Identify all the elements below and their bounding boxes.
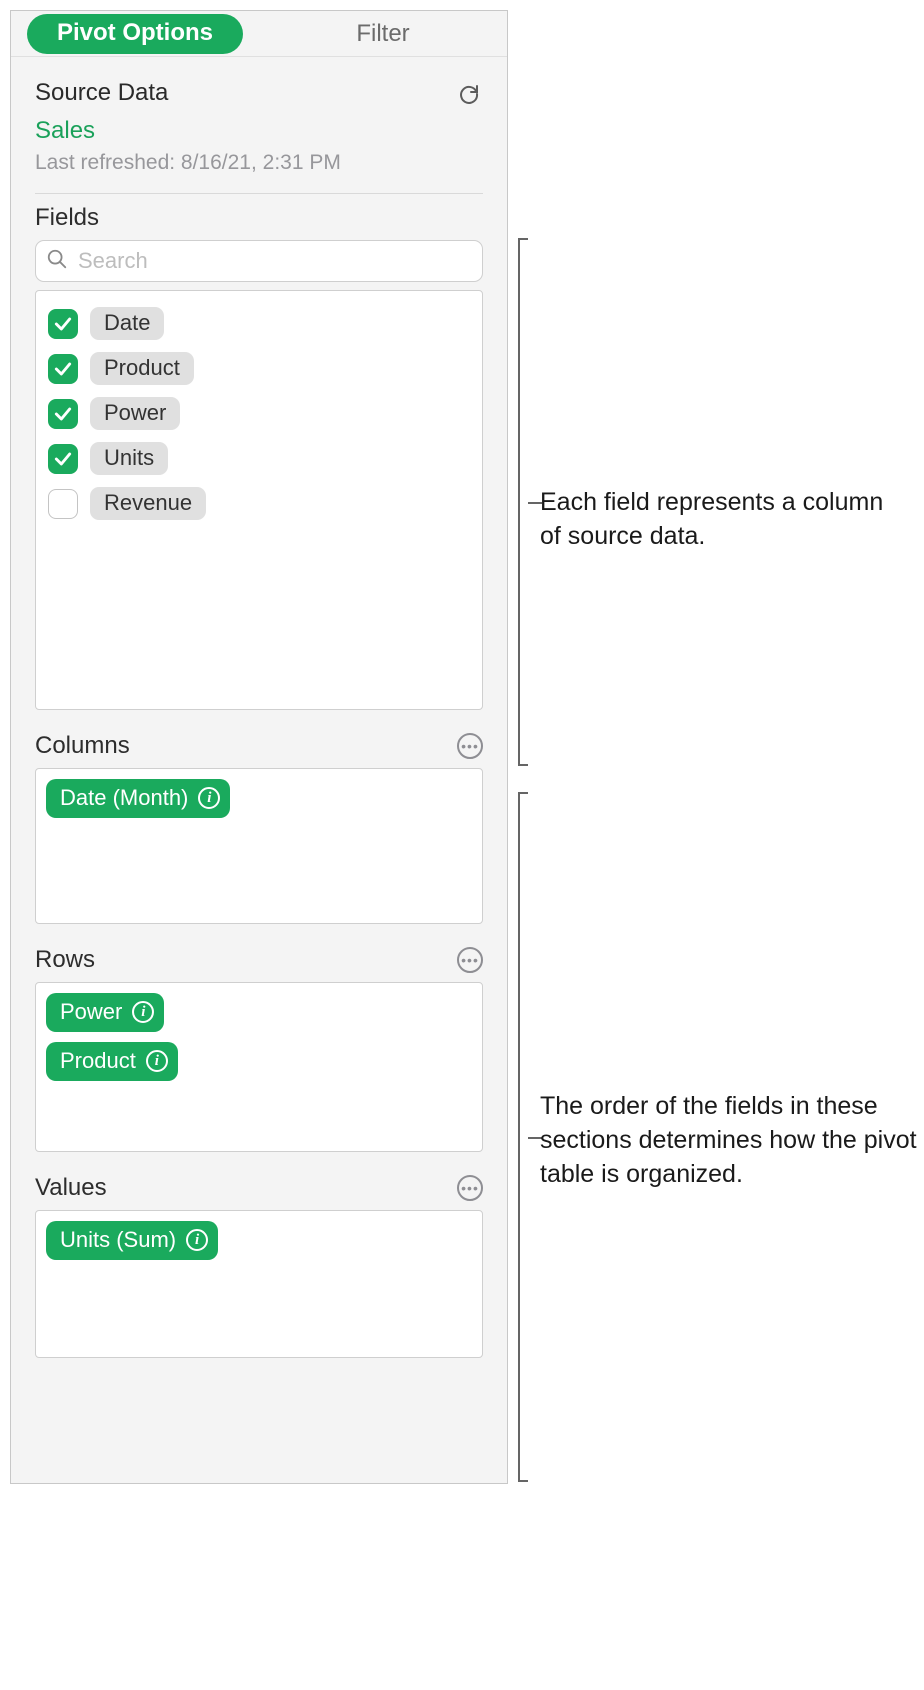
- field-tag[interactable]: Power: [90, 397, 180, 430]
- tab-pivot-options[interactable]: Pivot Options: [11, 11, 259, 56]
- info-icon[interactable]: i: [198, 787, 220, 809]
- values-more-button[interactable]: •••: [457, 1175, 483, 1201]
- pivot-options-panel: Pivot Options Filter Source Data Sales L…: [10, 10, 508, 1484]
- field-checkbox-power[interactable]: [48, 399, 78, 429]
- row-pill[interactable]: Power i: [46, 993, 164, 1032]
- field-tag[interactable]: Date: [90, 307, 164, 340]
- field-row: Units: [46, 436, 472, 481]
- callout-bracket-fields: [518, 238, 528, 766]
- tab-pivot-options-label: Pivot Options: [27, 14, 243, 54]
- tab-filter[interactable]: Filter: [259, 11, 507, 56]
- field-checkbox-units[interactable]: [48, 444, 78, 474]
- rows-heading: Rows: [35, 946, 95, 974]
- rows-more-button[interactable]: •••: [457, 947, 483, 973]
- columns-more-button[interactable]: •••: [457, 733, 483, 759]
- fields-search[interactable]: [35, 240, 483, 282]
- field-tag[interactable]: Product: [90, 352, 194, 385]
- fields-search-input[interactable]: [76, 247, 472, 275]
- info-icon[interactable]: i: [132, 1001, 154, 1023]
- field-checkbox-date[interactable]: [48, 309, 78, 339]
- field-row: Date: [46, 301, 472, 346]
- more-icon: •••: [461, 1181, 479, 1195]
- field-checkbox-revenue[interactable]: [48, 489, 78, 519]
- checkmark-icon: [53, 359, 73, 379]
- column-pill[interactable]: Date (Month) i: [46, 779, 230, 818]
- checkmark-icon: [53, 314, 73, 334]
- source-data-heading: Source Data: [35, 79, 168, 107]
- rows-dropzone[interactable]: Power i Product i: [35, 982, 483, 1152]
- value-pill[interactable]: Units (Sum) i: [46, 1221, 218, 1260]
- fields-heading: Fields: [35, 204, 483, 232]
- checkmark-icon: [53, 449, 73, 469]
- source-data-header: Source Data: [35, 79, 483, 107]
- refresh-button[interactable]: [455, 79, 483, 107]
- tab-filter-label: Filter: [356, 20, 409, 48]
- callout-bracket-sections: [518, 792, 528, 1482]
- pill-label: Product: [60, 1048, 136, 1074]
- columns-dropzone[interactable]: Date (Month) i: [35, 768, 483, 924]
- callout-text-sections: The order of the fields in these section…: [540, 1090, 920, 1191]
- info-icon[interactable]: i: [146, 1050, 168, 1072]
- values-section: Values ••• Units (Sum) i: [35, 1174, 483, 1358]
- rows-section: Rows ••• Power i Product i: [35, 946, 483, 1152]
- fields-list: Date Product Power: [35, 290, 483, 710]
- row-pill[interactable]: Product i: [46, 1042, 178, 1081]
- columns-heading: Columns: [35, 732, 130, 760]
- field-tag[interactable]: Units: [90, 442, 168, 475]
- source-table-name: Sales: [35, 117, 483, 145]
- refresh-icon: [457, 81, 481, 105]
- info-icon[interactable]: i: [186, 1229, 208, 1251]
- values-heading: Values: [35, 1174, 107, 1202]
- last-refreshed-text: Last refreshed: 8/16/21, 2:31 PM: [35, 151, 483, 175]
- field-row: Product: [46, 346, 472, 391]
- divider: [35, 193, 483, 194]
- values-dropzone[interactable]: Units (Sum) i: [35, 1210, 483, 1358]
- search-icon: [46, 248, 68, 275]
- field-tag[interactable]: Revenue: [90, 487, 206, 520]
- pill-label: Power: [60, 999, 122, 1025]
- callout-text-fields: Each field represents a column of source…: [540, 486, 910, 554]
- tab-bar: Pivot Options Filter: [11, 11, 507, 57]
- field-row: Power: [46, 391, 472, 436]
- more-icon: •••: [461, 739, 479, 753]
- checkmark-icon: [53, 404, 73, 424]
- pill-label: Units (Sum): [60, 1227, 176, 1253]
- field-checkbox-product[interactable]: [48, 354, 78, 384]
- pill-label: Date (Month): [60, 785, 188, 811]
- columns-section: Columns ••• Date (Month) i: [35, 732, 483, 924]
- more-icon: •••: [461, 953, 479, 967]
- field-row: Revenue: [46, 481, 472, 526]
